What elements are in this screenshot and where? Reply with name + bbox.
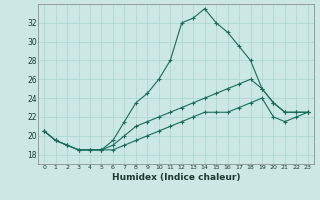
X-axis label: Humidex (Indice chaleur): Humidex (Indice chaleur) (112, 173, 240, 182)
